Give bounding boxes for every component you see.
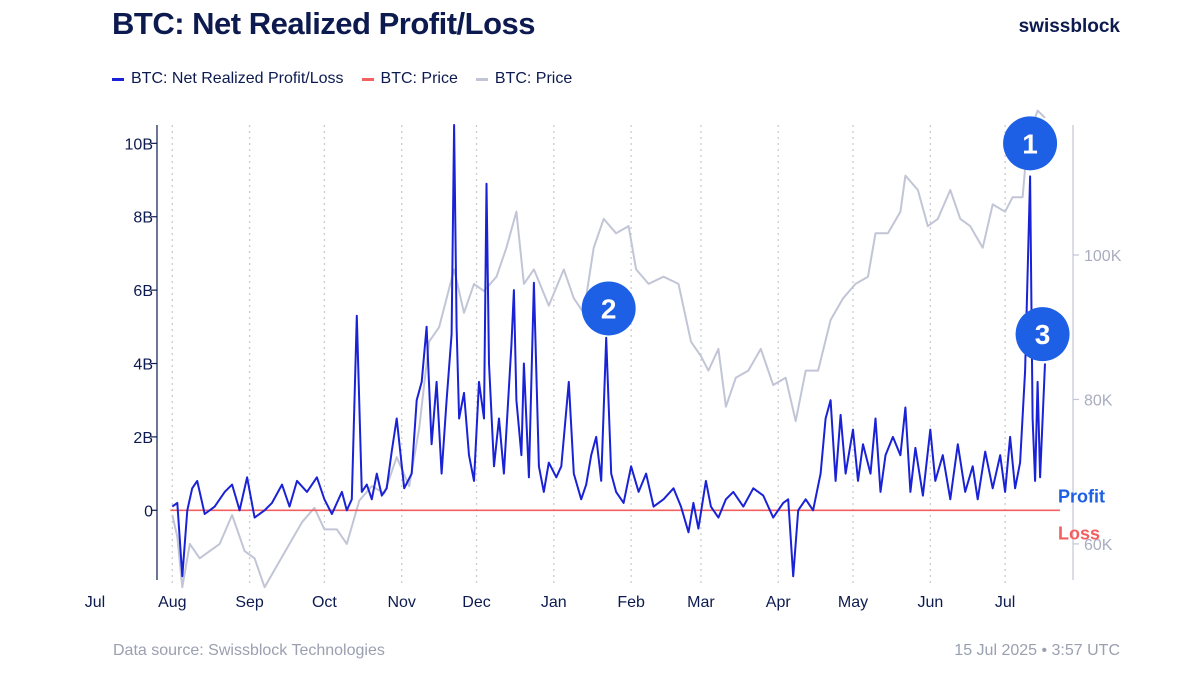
data-source: Data source: Swissblock Technologies	[113, 642, 385, 659]
annotation-label: 3	[1035, 319, 1051, 350]
legend-item-price-red[interactable]: BTC: Price	[361, 70, 458, 88]
x-tick-label: Feb	[617, 594, 645, 611]
zone-label-profit: Profit	[1058, 486, 1105, 506]
annotation-label: 2	[601, 293, 617, 324]
y-right-tick-label: 100K	[1084, 248, 1122, 265]
legend-swatch-nrpl	[112, 77, 124, 81]
x-tick-label: Jan	[541, 594, 567, 611]
y-left-tick-label: 10B	[125, 136, 153, 153]
legend-label-price-red: BTC: Price	[380, 70, 458, 87]
x-tick-label: Aug	[158, 594, 186, 611]
x-tick-label: Jun	[917, 594, 943, 611]
annotation-marker	[1003, 116, 1058, 171]
legend-item-price-grey[interactable]: BTC: Price	[475, 70, 573, 88]
chart-legend: BTC: Net Realized Profit/Loss BTC: Price…	[112, 70, 572, 88]
x-tick-label: Jul	[85, 594, 105, 611]
legend-swatch-price-red	[361, 77, 374, 81]
series-line-nrpl	[171, 124, 1046, 578]
x-tick-label: Mar	[687, 594, 715, 611]
annotation-label: 1	[1022, 128, 1038, 159]
zone-label-loss: Loss	[1058, 523, 1100, 543]
y-left-tick-label: 6B	[133, 283, 153, 300]
x-tick-label: Dec	[462, 594, 490, 611]
x-tick-label: Apr	[766, 594, 792, 611]
y-left-tick-label: 8B	[133, 210, 153, 227]
y-left-tick-label: 4B	[133, 357, 153, 374]
x-tick-label: Oct	[312, 594, 337, 611]
legend-label-price-grey: BTC: Price	[494, 70, 573, 87]
timestamp: 15 Jul 2025 • 3:57 UTC	[954, 642, 1120, 659]
page-title: BTC: Net Realized Profit/Loss	[112, 6, 536, 41]
x-tick-label: Nov	[387, 594, 415, 611]
legend-swatch-price-grey	[475, 77, 488, 81]
x-tick-label: May	[838, 594, 868, 611]
brand-logo: swissblock	[1018, 16, 1120, 37]
annotation-marker	[581, 281, 636, 336]
x-tick-label: Sep	[235, 594, 264, 611]
x-tick-label: Jul	[995, 594, 1015, 611]
legend-label-nrpl: BTC: Net Realized Profit/Loss	[131, 70, 344, 87]
series-line-price	[171, 109, 1046, 589]
annotation-marker	[1015, 307, 1070, 362]
y-left-tick-label: 2B	[133, 430, 153, 447]
y-right-tick-label: 60K	[1084, 537, 1113, 554]
legend-item-nrpl[interactable]: BTC: Net Realized Profit/Loss	[112, 70, 344, 88]
y-right-tick-label: 80K	[1084, 392, 1113, 409]
y-left-tick-label: 0	[144, 503, 153, 520]
